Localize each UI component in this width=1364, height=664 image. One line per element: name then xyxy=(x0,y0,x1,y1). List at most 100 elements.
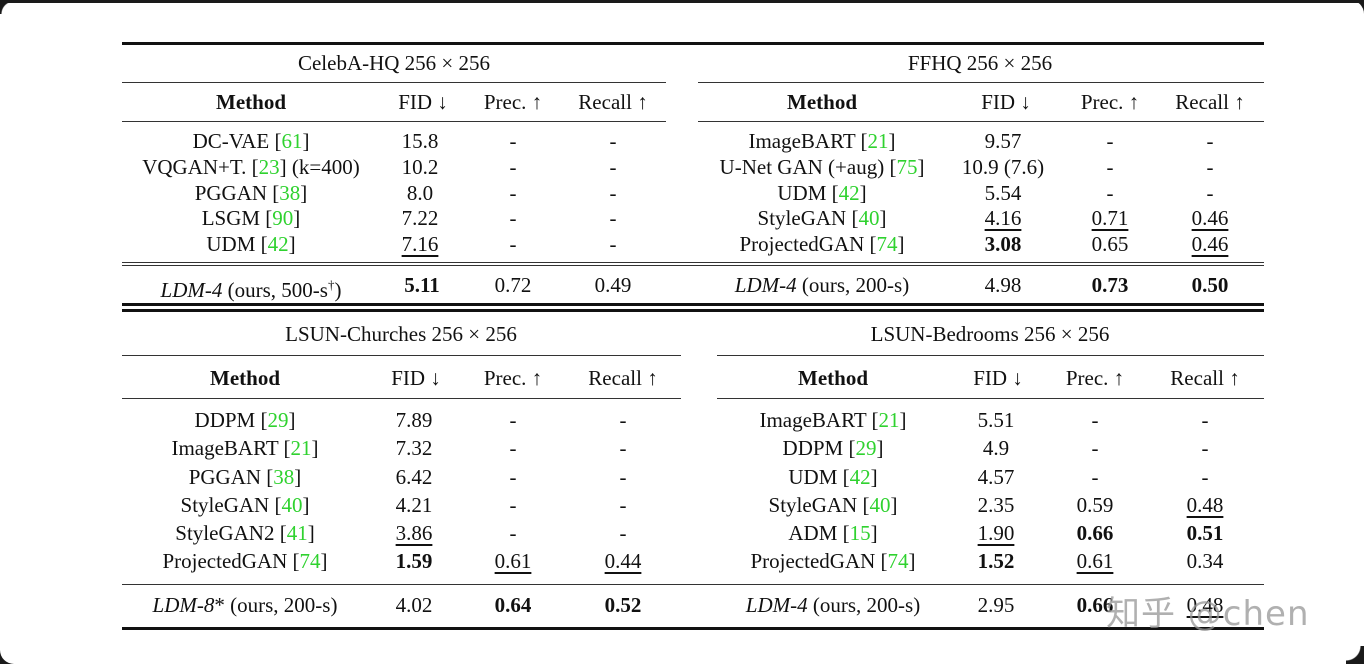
recall-value: 0.49 xyxy=(594,273,632,297)
citation-link[interactable]: 75 xyxy=(896,155,918,179)
prec-value: - xyxy=(1091,408,1099,432)
recall-value: - xyxy=(619,521,627,545)
table-title: CelebA-HQ 256 × 256 xyxy=(297,51,491,75)
citation-link[interactable]: 40 xyxy=(869,493,891,517)
table-title: FFHQ 256 × 256 xyxy=(907,51,1053,75)
fid-value: 1.90 xyxy=(977,521,1015,545)
citation-link[interactable]: 42 xyxy=(838,181,860,205)
citation-link[interactable]: 61 xyxy=(281,129,303,153)
fid-value: 2.35 xyxy=(977,493,1015,517)
fid-value: 5.11 xyxy=(404,273,440,297)
bottom-rule-1 xyxy=(122,303,1264,306)
recall-value: 0.46 xyxy=(1191,206,1229,230)
fid-value: 3.86 xyxy=(395,521,433,545)
recall-value: - xyxy=(1201,408,1209,432)
citation-link[interactable]: 74 xyxy=(299,549,321,573)
method-name: ProjectedGAN [74] xyxy=(739,232,905,256)
fid-value: 7.22 xyxy=(401,206,439,230)
col-header-method: Method xyxy=(216,90,286,114)
citation-link[interactable]: 38 xyxy=(273,465,295,489)
fid-value: 6.42 xyxy=(395,465,433,489)
fid-value: 4.9 xyxy=(982,436,1010,460)
citation-link[interactable]: 42 xyxy=(267,232,289,256)
window-corner xyxy=(0,0,14,14)
fid-value: 3.08 xyxy=(984,232,1022,256)
recall-value: - xyxy=(609,181,617,205)
citation-link[interactable]: 23 xyxy=(258,155,280,179)
ours-separator-rule-2 xyxy=(122,265,1264,267)
prec-value: 0.72 xyxy=(494,273,532,297)
fid-value: 1.59 xyxy=(395,549,433,573)
method-name: ProjectedGAN [74] xyxy=(162,549,328,573)
prec-value: - xyxy=(509,465,517,489)
col-header-recall: Recall ↑ xyxy=(1175,90,1245,114)
method-name: ImageBART [21] xyxy=(171,436,319,460)
prec-value: 0.61 xyxy=(494,549,532,573)
recall-value: 0.48 xyxy=(1186,593,1224,617)
col-header-method: Method xyxy=(787,90,857,114)
citation-link[interactable]: 90 xyxy=(272,206,294,230)
citation-link[interactable]: 15 xyxy=(849,521,871,545)
top-rule xyxy=(122,42,1264,45)
method-name: StyleGAN2 [41] xyxy=(175,521,315,545)
recall-value: - xyxy=(619,493,627,517)
cmidrule xyxy=(717,355,1264,357)
prec-value: - xyxy=(509,155,517,179)
prec-value: - xyxy=(509,493,517,517)
recall-value: 0.44 xyxy=(604,549,642,573)
recall-value: - xyxy=(1206,181,1214,205)
citation-link[interactable]: 29 xyxy=(267,408,289,432)
method-name: StyleGAN [40] xyxy=(757,206,887,230)
citation-link[interactable]: 38 xyxy=(279,181,301,205)
method-name: DDPM [29] xyxy=(782,436,884,460)
citation-link[interactable]: 74 xyxy=(887,549,909,573)
method-name: PGGAN [38] xyxy=(188,465,302,489)
citation-link[interactable]: 21 xyxy=(878,408,900,432)
fid-value: 4.16 xyxy=(984,206,1022,230)
col-header-prec: Prec. ↑ xyxy=(483,366,543,390)
citation-link[interactable]: 21 xyxy=(290,436,312,460)
fid-value: 7.89 xyxy=(395,408,433,432)
fid-value: 7.16 xyxy=(401,232,439,256)
fid-value: 4.98 xyxy=(984,273,1022,297)
method-name: LDM-4 (ours, 200-s) xyxy=(734,273,910,297)
window-corner xyxy=(1346,646,1364,664)
prec-value: - xyxy=(1106,181,1114,205)
prec-value: 0.71 xyxy=(1091,206,1129,230)
recall-value: - xyxy=(1206,155,1214,179)
citation-link[interactable]: 74 xyxy=(876,232,898,256)
recall-value: 0.50 xyxy=(1191,273,1229,297)
recall-value: - xyxy=(609,206,617,230)
citation-link[interactable]: 42 xyxy=(849,465,871,489)
method-name: DDPM [29] xyxy=(194,408,296,432)
recall-value: 0.34 xyxy=(1186,549,1224,573)
col-header-fid: FID ↓ xyxy=(398,90,448,114)
col-header-fid: FID ↓ xyxy=(981,90,1031,114)
citation-link[interactable]: 40 xyxy=(858,206,880,230)
col-header-prec: Prec. ↑ xyxy=(1080,90,1140,114)
fid-value: 9.57 xyxy=(984,129,1022,153)
header-rule xyxy=(122,121,666,123)
prec-value: 0.66 xyxy=(1076,521,1114,545)
recall-value: - xyxy=(1206,129,1214,153)
recall-value: - xyxy=(619,465,627,489)
prec-value: - xyxy=(509,232,517,256)
citation-link[interactable]: 29 xyxy=(855,436,877,460)
fid-value: 4.57 xyxy=(977,465,1015,489)
header-rule xyxy=(698,121,1264,123)
fid-value: 7.32 xyxy=(395,436,433,460)
prec-value: 0.73 xyxy=(1091,273,1129,297)
recall-value: - xyxy=(609,232,617,256)
col-header-prec: Prec. ↑ xyxy=(483,90,543,114)
fid-value: 2.95 xyxy=(977,593,1015,617)
citation-link[interactable]: 21 xyxy=(867,129,889,153)
method-name: UDM [42] xyxy=(777,181,867,205)
citation-link[interactable]: 41 xyxy=(286,521,308,545)
col-header-fid: FID ↓ xyxy=(973,366,1023,390)
method-name: UDM [42] xyxy=(206,232,296,256)
fid-value: 5.54 xyxy=(984,181,1022,205)
citation-link[interactable]: 40 xyxy=(281,493,303,517)
recall-value: 0.51 xyxy=(1186,521,1224,545)
col-header-recall: Recall ↑ xyxy=(578,90,648,114)
recall-value: 0.48 xyxy=(1186,493,1224,517)
